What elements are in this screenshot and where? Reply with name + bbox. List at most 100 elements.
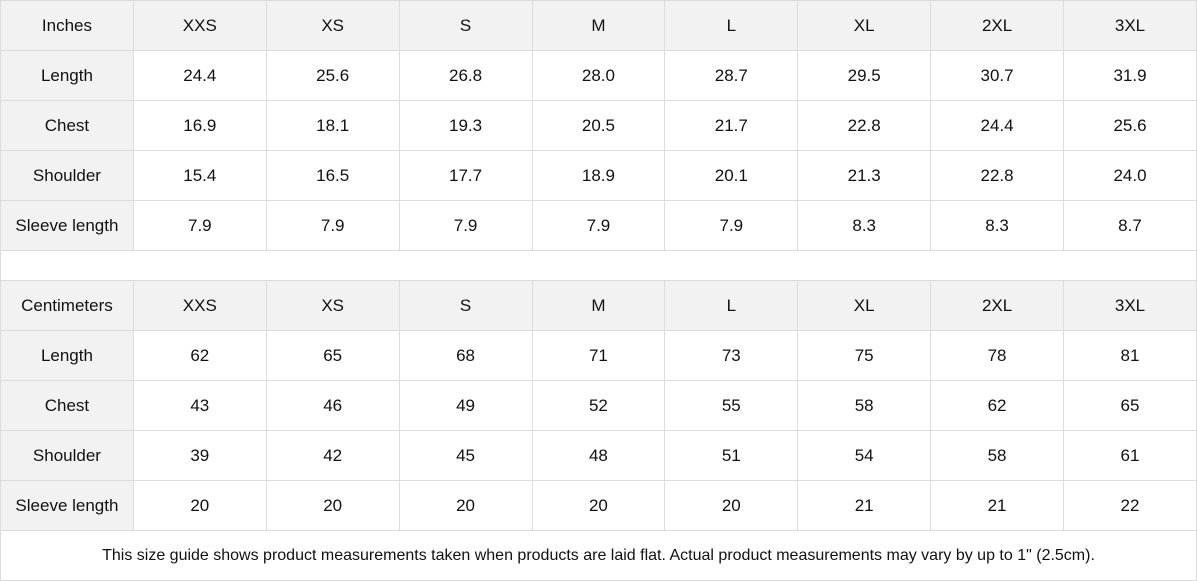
measurement-value: 62 [930, 380, 1064, 431]
measurement-value: 58 [930, 430, 1064, 481]
measurement-value: 31.9 [1063, 50, 1197, 101]
size-header: 2XL [930, 0, 1064, 51]
measurement-value: 8.3 [930, 200, 1064, 251]
unit-label: Inches [0, 0, 134, 51]
measurement-value: 20.5 [531, 100, 666, 151]
measurement-label: Shoulder [0, 150, 134, 201]
measurement-value: 20 [398, 480, 533, 531]
measurement-value: 65 [265, 330, 400, 381]
measurement-value: 8.7 [1063, 200, 1197, 251]
measurement-value: 65 [1063, 380, 1197, 431]
measurement-value: 28.7 [664, 50, 799, 101]
size-header: XS [265, 0, 400, 51]
size-header: M [531, 280, 666, 331]
measurement-value: 24.4 [930, 100, 1064, 151]
size-header: 3XL [1063, 0, 1197, 51]
measurement-value: 49 [398, 380, 533, 431]
measurement-value: 25.6 [1063, 100, 1197, 151]
measurement-value: 21 [797, 480, 932, 531]
measurement-value: 30.7 [930, 50, 1064, 101]
size-header: S [398, 0, 533, 51]
measurement-value: 81 [1063, 330, 1197, 381]
measurement-value: 8.3 [797, 200, 932, 251]
measurement-value: 20 [664, 480, 799, 531]
table-row: Sleeve length 7.9 7.9 7.9 7.9 7.9 8.3 8.3 8.7 [0, 200, 1197, 251]
size-header: XL [797, 280, 932, 331]
size-header: M [531, 0, 666, 51]
measurement-value: 18.9 [531, 150, 666, 201]
size-header: XL [797, 0, 932, 51]
measurement-value: 21.7 [664, 100, 799, 151]
measurement-value: 20 [531, 480, 666, 531]
measurement-value: 54 [797, 430, 932, 481]
spacer-cell [0, 250, 1197, 281]
measurement-value: 68 [398, 330, 533, 381]
measurement-value: 73 [664, 330, 799, 381]
measurement-value: 61 [1063, 430, 1197, 481]
measurement-value: 7.9 [398, 200, 533, 251]
size-header: XS [265, 280, 400, 331]
measurement-label: Sleeve length [0, 200, 134, 251]
measurement-value: 58 [797, 380, 932, 431]
table-row: Length 24.4 25.6 26.8 28.0 28.7 29.5 30.7 31.9 [0, 50, 1197, 101]
measurement-label: Shoulder [0, 430, 134, 481]
measurement-value: 43 [132, 380, 267, 431]
measurement-value: 20 [132, 480, 267, 531]
table-spacer [0, 250, 1197, 281]
measurement-value: 21.3 [797, 150, 932, 201]
size-header: S [398, 280, 533, 331]
header-row: Inches XXS XS S M L XL 2XL 3XL [0, 0, 1197, 51]
measurement-value: 16.9 [132, 100, 267, 151]
unit-label: Centimeters [0, 280, 134, 331]
measurement-value: 71 [531, 330, 666, 381]
measurement-value: 29.5 [797, 50, 932, 101]
measurement-label: Chest [0, 380, 134, 431]
size-header: XXS [132, 0, 267, 51]
measurement-value: 17.7 [398, 150, 533, 201]
measurement-value: 24.0 [1063, 150, 1197, 201]
measurement-value: 28.0 [531, 50, 666, 101]
size-header: 3XL [1063, 280, 1197, 331]
footnote-row: This size guide shows product measuremen… [0, 530, 1197, 581]
measurement-value: 19.3 [398, 100, 533, 151]
measurement-value: 16.5 [265, 150, 400, 201]
measurement-value: 24.4 [132, 50, 267, 101]
measurement-label: Length [0, 50, 134, 101]
measurement-label: Chest [0, 100, 134, 151]
header-row: Centimeters XXS XS S M L XL 2XL 3XL [0, 280, 1197, 331]
size-header: L [664, 280, 799, 331]
measurement-value: 7.9 [531, 200, 666, 251]
measurement-value: 22.8 [797, 100, 932, 151]
measurement-value: 22 [1063, 480, 1197, 531]
table-row: Shoulder 39 42 45 48 51 54 58 61 [0, 430, 1197, 481]
measurement-value: 52 [531, 380, 666, 431]
measurement-value: 75 [797, 330, 932, 381]
measurement-value: 55 [664, 380, 799, 431]
measurement-value: 42 [265, 430, 400, 481]
table-row: Chest 43 46 49 52 55 58 62 65 [0, 380, 1197, 431]
table-row: Sleeve length 20 20 20 20 20 21 21 22 [0, 480, 1197, 531]
measurement-value: 20.1 [664, 150, 799, 201]
footnote: This size guide shows product measuremen… [0, 530, 1197, 581]
size-header: L [664, 0, 799, 51]
measurement-value: 7.9 [265, 200, 400, 251]
measurement-value: 39 [132, 430, 267, 481]
measurement-value: 21 [930, 480, 1064, 531]
measurement-value: 48 [531, 430, 666, 481]
measurement-value: 45 [398, 430, 533, 481]
measurement-value: 20 [265, 480, 400, 531]
measurement-value: 46 [265, 380, 400, 431]
measurement-value: 78 [930, 330, 1064, 381]
measurement-label: Length [0, 330, 134, 381]
measurement-value: 18.1 [265, 100, 400, 151]
measurement-label: Sleeve length [0, 480, 134, 531]
measurement-value: 25.6 [265, 50, 400, 101]
size-header: XXS [132, 280, 267, 331]
measurement-value: 7.9 [132, 200, 267, 251]
table-row: Shoulder 15.4 16.5 17.7 18.9 20.1 21.3 22.8 24.0 [0, 150, 1197, 201]
measurement-value: 26.8 [398, 50, 533, 101]
measurement-value: 51 [664, 430, 799, 481]
size-header: 2XL [930, 280, 1064, 331]
measurement-value: 62 [132, 330, 267, 381]
